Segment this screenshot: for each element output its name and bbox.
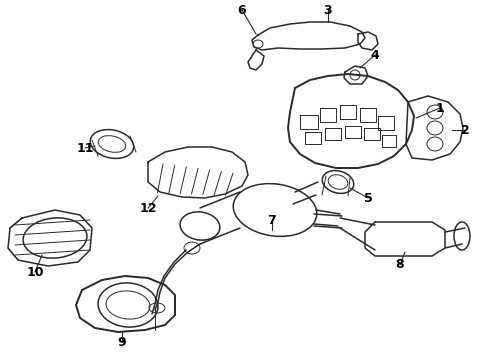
Text: 9: 9 [118, 336, 126, 348]
Text: 6: 6 [238, 4, 246, 17]
Text: 1: 1 [436, 102, 444, 114]
Text: 2: 2 [461, 123, 469, 136]
Text: 3: 3 [324, 4, 332, 17]
Text: 11: 11 [76, 141, 94, 154]
Text: 4: 4 [370, 49, 379, 62]
Text: 5: 5 [364, 192, 372, 204]
Text: 8: 8 [396, 258, 404, 271]
Text: 10: 10 [26, 266, 44, 279]
Text: 7: 7 [268, 213, 276, 226]
Text: 12: 12 [139, 202, 157, 215]
